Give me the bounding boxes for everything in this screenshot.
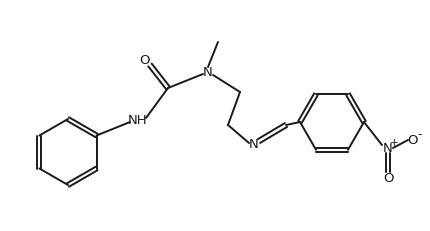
Text: N: N — [383, 142, 393, 155]
Text: -: - — [418, 128, 422, 142]
Text: N: N — [249, 139, 259, 152]
Text: O: O — [140, 54, 150, 67]
Text: NH: NH — [128, 113, 148, 127]
Text: O: O — [408, 134, 418, 146]
Text: N: N — [203, 66, 213, 79]
Text: O: O — [383, 171, 393, 185]
Text: +: + — [390, 138, 398, 148]
